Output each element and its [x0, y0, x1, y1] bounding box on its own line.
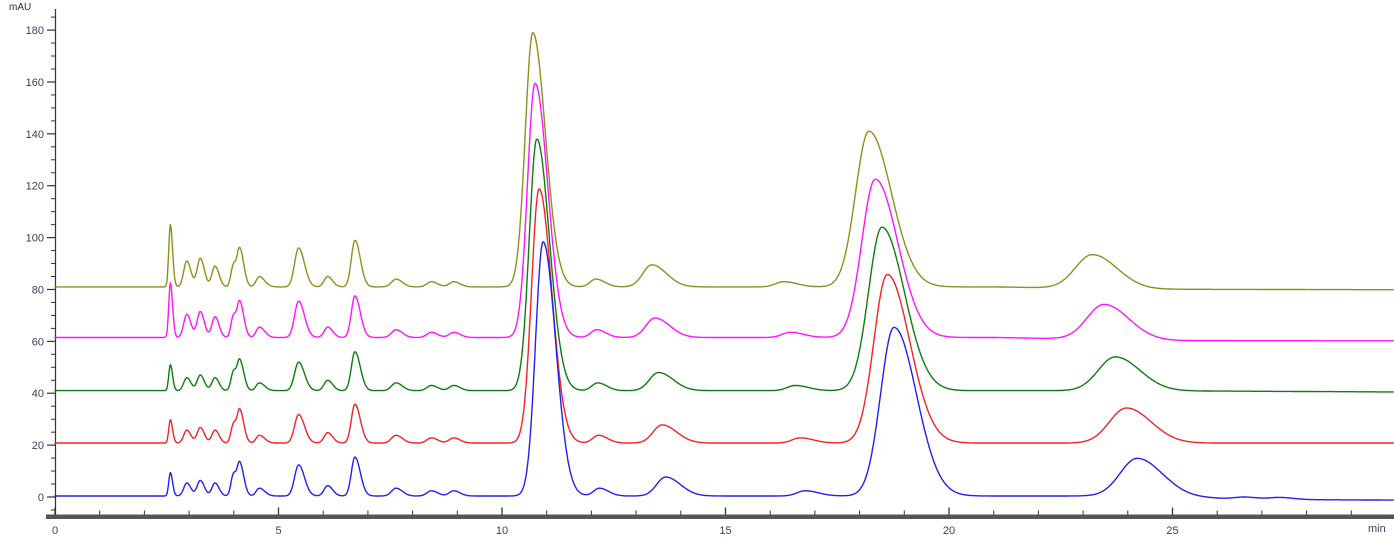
y-tick-label: 20 — [32, 440, 44, 452]
y-tick-label: 60 — [32, 336, 44, 348]
x-tick-label: 0 — [52, 525, 58, 537]
trace-olive — [54, 32, 1394, 291]
x-tick-label: 20 — [943, 525, 955, 537]
trace-magenta — [54, 82, 1394, 342]
x-axis-bar — [46, 514, 1394, 519]
y-tick-label: 40 — [32, 388, 44, 400]
y-axis-unit-label: mAU — [9, 2, 32, 13]
x-tick-label: 25 — [1166, 525, 1178, 537]
trace-blue — [54, 241, 1394, 501]
trace-green — [54, 138, 1394, 393]
x-tick-label: 5 — [275, 525, 281, 537]
x-tick-label: 10 — [496, 525, 508, 537]
x-axis-unit-label: min — [1368, 523, 1386, 535]
trace-red — [54, 188, 1394, 444]
y-tick-label: 80 — [32, 284, 44, 296]
y-tick-label: 100 — [26, 233, 44, 245]
y-tick-label: 0 — [38, 492, 44, 504]
y-tick-label: 180 — [26, 25, 44, 37]
x-tick-label: 15 — [719, 525, 731, 537]
y-tick-label: 160 — [26, 77, 44, 89]
y-tick-label: 120 — [26, 181, 44, 193]
y-tick-label: 140 — [26, 129, 44, 141]
